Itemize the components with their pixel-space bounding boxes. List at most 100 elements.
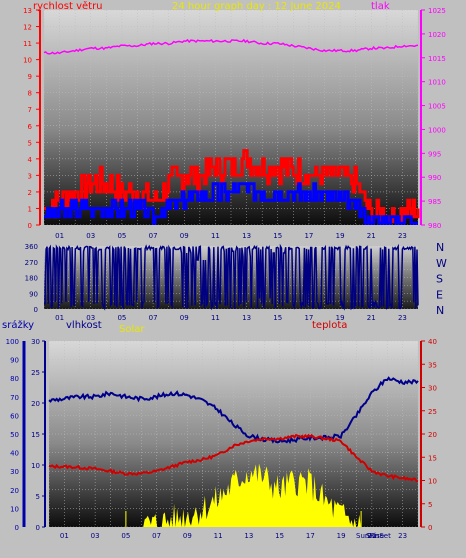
solar-series-area [49, 463, 418, 527]
rain-axis-label: srážky [2, 320, 35, 331]
rain-tick-label: 90 [10, 357, 19, 365]
wind-tick-label: 12 [23, 24, 32, 32]
compass-label: N [436, 241, 444, 254]
x-tick-label: 07 [149, 232, 158, 240]
rain-tick-label: 30 [10, 468, 19, 476]
x-tick-label: 19 [336, 232, 345, 240]
direction-tick-label: 90 [29, 290, 38, 298]
x-tick-label: 13 [242, 232, 251, 240]
x-tick-label: 17 [304, 314, 313, 322]
compass-label: W [436, 257, 447, 270]
wind-tick-label: 3 [28, 172, 32, 180]
x-tick-label: 01 [60, 532, 69, 540]
temperature-series-line [48, 433, 419, 483]
humidity-tick-label: 15 [31, 431, 40, 439]
x-tick-label: 21 [367, 232, 376, 240]
pressure-tick-label: 1010 [428, 79, 446, 87]
wind-axis-label: rychlost větru [33, 1, 103, 12]
direction-tick-label: 360 [25, 243, 38, 251]
solar-axis-label: Solar [119, 324, 145, 335]
direction-tick-label: 180 [25, 275, 38, 283]
pressure-tick-label: 980 [428, 222, 441, 230]
x-tick-label: 19 [336, 314, 345, 322]
wind-tick-label: 10 [23, 57, 32, 65]
wind-tick-label: 8 [28, 90, 32, 98]
wind-tick-label: 2 [28, 189, 32, 197]
temperature-tick-label: 25 [428, 408, 437, 416]
rain-tick-label: 40 [10, 450, 19, 458]
humidity-tick-label: 5 [36, 493, 40, 501]
chart-title: 24 hour graph day : 12 June 2024 [172, 1, 341, 12]
pressure-tick-label: 990 [428, 174, 441, 182]
rain-tick-label: 20 [10, 487, 19, 495]
temperature-tick-label: 35 [428, 361, 437, 369]
x-tick-label: 09 [180, 314, 189, 322]
temperature-tick-label: 30 [428, 385, 437, 393]
wind-pressure-panel: 0123456789101112139809859909951000100510… [23, 7, 446, 240]
x-tick-label: 09 [183, 532, 192, 540]
wind-average-series-line [44, 182, 418, 225]
compass-label: E [436, 288, 443, 301]
wind-tick-label: 7 [28, 106, 32, 114]
wind-direction-series-line [44, 243, 419, 311]
humidity-series-line [48, 376, 419, 445]
wind-tick-label: 0 [28, 222, 32, 230]
x-tick-label: 23 [398, 232, 407, 240]
x-tick-label: 07 [149, 314, 158, 322]
x-tick-label: 21 [367, 532, 376, 540]
temp-humidity-solar-panel: 0102030405060708090100051015202530051015… [6, 338, 437, 540]
x-tick-label: 13 [244, 532, 253, 540]
rain-tick-label: 70 [10, 394, 19, 402]
gust-series-line [44, 149, 420, 224]
x-tick-label: 17 [306, 532, 315, 540]
x-tick-label: 11 [211, 232, 220, 240]
x-tick-label: 01 [55, 232, 64, 240]
x-tick-label: 03 [86, 314, 95, 322]
x-tick-label: 05 [117, 232, 126, 240]
x-tick-label: 11 [214, 532, 223, 540]
rain-tick-label: 60 [10, 412, 19, 420]
sunset-label: SunSet [366, 532, 391, 540]
rain-tick-label: 10 [10, 505, 19, 513]
x-tick-label: 11 [211, 314, 220, 322]
wind-tick-label: 1 [28, 205, 32, 213]
pressure-tick-label: 1025 [428, 7, 446, 15]
pressure-series-line [43, 38, 419, 55]
compass-label: N [436, 304, 444, 317]
pressure-tick-label: 1020 [428, 31, 446, 39]
temperature-tick-label: 5 [428, 501, 432, 509]
humidity-tick-label: 25 [31, 369, 40, 377]
pressure-axis-label: tlak [371, 1, 390, 12]
wind-tick-label: 9 [28, 73, 32, 81]
humidity-tick-label: 30 [31, 338, 40, 346]
rain-tick-label: 50 [10, 431, 19, 439]
x-tick-label: 03 [86, 232, 95, 240]
x-tick-label: 15 [275, 532, 284, 540]
wind-tick-label: 11 [23, 40, 32, 48]
temperature-tick-label: 10 [428, 478, 437, 486]
x-tick-label: 01 [55, 314, 64, 322]
temperature-axis-label: teplota [312, 320, 348, 331]
x-tick-label: 09 [180, 232, 189, 240]
x-tick-label: 13 [242, 314, 251, 322]
humidity-tick-label: 0 [36, 524, 40, 532]
rain-tick-label: 100 [6, 338, 19, 346]
pressure-tick-label: 1005 [428, 103, 446, 111]
x-tick-label: 23 [398, 532, 407, 540]
sunrise-label: SunRise [356, 532, 384, 540]
rain-tick-label: 0 [15, 524, 19, 532]
direction-tick-label: 270 [25, 259, 38, 267]
x-tick-label: 07 [152, 532, 161, 540]
pressure-tick-label: 995 [428, 150, 441, 158]
temperature-tick-label: 15 [428, 454, 437, 462]
humidity-tick-label: 10 [31, 462, 40, 470]
x-tick-label: 15 [273, 314, 282, 322]
x-tick-label: 21 [367, 314, 376, 322]
rain-tick-label: 80 [10, 375, 19, 383]
x-tick-label: 15 [273, 232, 282, 240]
temperature-tick-label: 40 [428, 338, 437, 346]
pressure-tick-label: 1000 [428, 126, 446, 134]
wind-tick-label: 13 [23, 7, 32, 15]
